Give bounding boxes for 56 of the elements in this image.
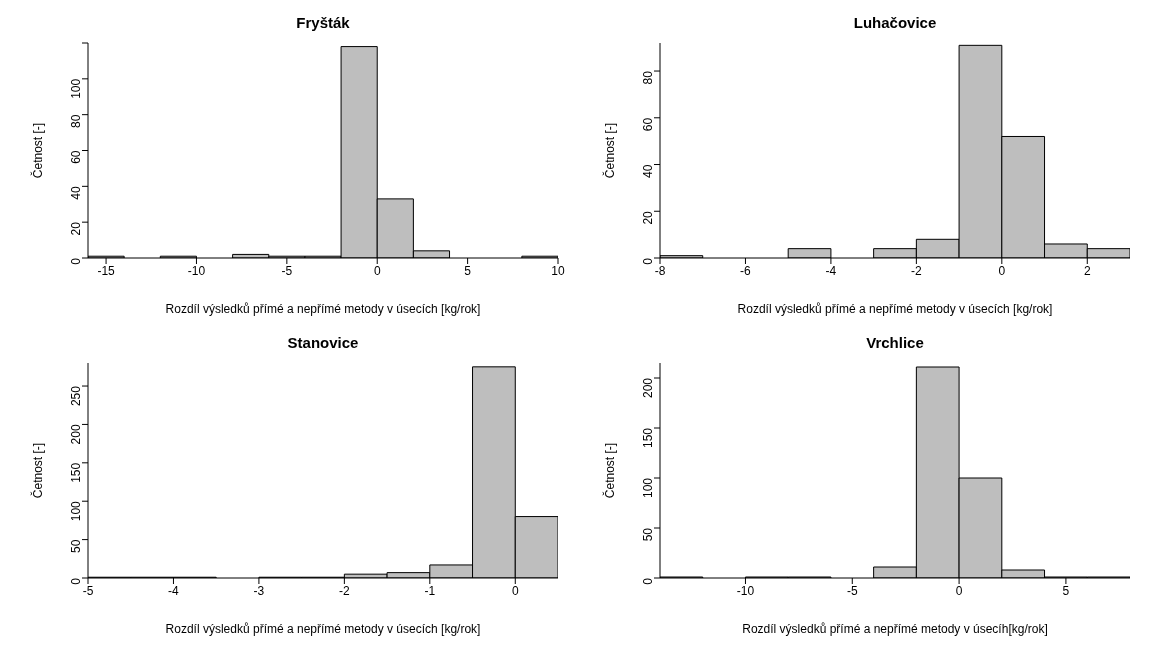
y-tick-label: 150 bbox=[641, 427, 656, 449]
x-tick-label: 2 bbox=[1083, 263, 1091, 278]
x-tick-label: 5 bbox=[1062, 583, 1070, 598]
y-axis-title: Četnost [-] bbox=[602, 442, 618, 499]
y-tick-label: 100 bbox=[69, 78, 84, 99]
x-tick-label: 5 bbox=[464, 263, 472, 278]
y-tick-label: 0 bbox=[69, 577, 84, 585]
x-axis-title: Rozdíl výsledků přímé a nepřímé metody v úsecíh[kg/rok] bbox=[742, 622, 1048, 636]
y-tick-label: 0 bbox=[641, 257, 656, 265]
chart-title: Luhačovice bbox=[852, 13, 938, 33]
y-tick-label: 100 bbox=[641, 477, 656, 499]
x-tick-label: 0 bbox=[373, 263, 381, 278]
x-tick-label: -5 bbox=[281, 263, 293, 278]
x-tick-label: -4 bbox=[825, 263, 837, 278]
y-tick-label: 40 bbox=[69, 186, 84, 200]
x-tick-label: -5 bbox=[846, 583, 858, 598]
x-tick-label: -1 bbox=[424, 583, 436, 598]
y-tick-label: 50 bbox=[69, 539, 84, 553]
y-axis-title: Četnost [-] bbox=[30, 442, 46, 499]
x-tick-label: -5 bbox=[82, 583, 94, 598]
y-tick-label: 60 bbox=[69, 150, 84, 164]
y-tick-label: 250 bbox=[69, 385, 84, 407]
y-tick-label: 80 bbox=[69, 114, 84, 129]
x-tick-label: -2 bbox=[339, 583, 351, 598]
x-tick-label: 0 bbox=[511, 583, 519, 598]
x-tick-label: -8 bbox=[654, 263, 666, 278]
chart-title: Fryšták bbox=[295, 13, 351, 33]
x-tick-label: -10 bbox=[187, 263, 206, 278]
y-tick-label: 200 bbox=[641, 377, 656, 399]
y-tick-label: 60 bbox=[641, 117, 656, 132]
x-axis-title: Rozdíl výsledků přímé a nepřímé metody v úsecích [kg/rok] bbox=[165, 302, 481, 316]
chart-title: Vrchlice bbox=[865, 333, 925, 353]
y-axis-title: Četnost [-] bbox=[30, 122, 46, 179]
y-tick-label: 100 bbox=[69, 500, 84, 522]
y-axis-title: Četnost [-] bbox=[602, 122, 618, 179]
y-tick-label: 40 bbox=[641, 164, 656, 178]
y-tick-label: 200 bbox=[69, 424, 84, 445]
x-tick-label: -15 bbox=[97, 263, 116, 278]
y-tick-label: 150 bbox=[69, 462, 84, 483]
x-tick-label: 10 bbox=[551, 263, 565, 278]
y-tick-label: 0 bbox=[69, 257, 84, 265]
y-tick-label: 20 bbox=[641, 210, 656, 225]
y-tick-label: 80 bbox=[641, 70, 656, 85]
y-tick-label: 20 bbox=[69, 221, 84, 236]
x-axis-title: Rozdíl výsledků přímé a nepřímé metody v úsecích [kg/rok] bbox=[165, 622, 481, 636]
y-tick-label: 50 bbox=[641, 527, 656, 542]
x-tick-label: -10 bbox=[736, 583, 755, 598]
y-tick-label: 0 bbox=[641, 577, 656, 585]
x-tick-label: 0 bbox=[955, 583, 963, 598]
x-tick-label: -2 bbox=[911, 263, 923, 278]
x-axis-title: Rozdíl výsledků přímé a nepřímé metody v úsecích [kg/rok] bbox=[737, 302, 1053, 316]
x-tick-label: 0 bbox=[998, 263, 1006, 278]
x-tick-label: -6 bbox=[740, 263, 752, 278]
chart-title: Stanovice bbox=[286, 333, 360, 353]
x-tick-label: -3 bbox=[253, 583, 265, 598]
x-tick-label: -4 bbox=[168, 583, 180, 598]
